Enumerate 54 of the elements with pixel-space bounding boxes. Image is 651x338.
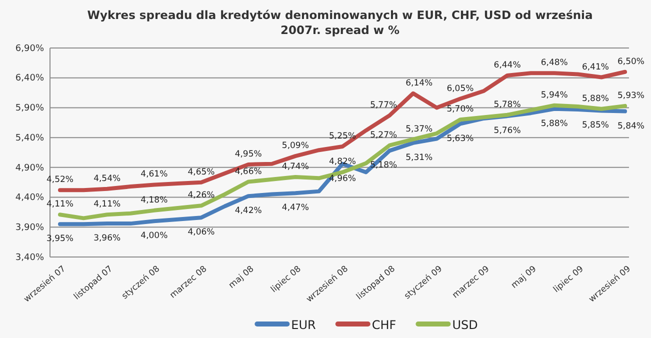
data-label: 5,84% xyxy=(617,121,645,132)
data-label: 5,88% xyxy=(540,118,568,129)
data-label: 5,31% xyxy=(406,152,433,163)
y-tick-label: 4,90% xyxy=(15,163,44,174)
y-tick-label: 4,40% xyxy=(15,193,44,204)
x-tick-label: maj 08 xyxy=(227,264,256,291)
legend-label: USD xyxy=(452,318,478,332)
data-label: 4,54% xyxy=(94,174,121,184)
data-label: 4,06% xyxy=(188,228,215,238)
data-label: 4,00% xyxy=(140,231,168,242)
data-label: 3,96% xyxy=(94,234,121,244)
data-label: 5,25% xyxy=(328,132,356,142)
x-tick-label: maj 09 xyxy=(510,264,539,291)
data-label: 4,47% xyxy=(282,203,309,214)
data-label: 5,93% xyxy=(617,90,645,101)
data-label: 4,95% xyxy=(234,149,262,160)
data-label: 4,26% xyxy=(188,190,215,201)
y-tick-label: 3,90% xyxy=(15,223,44,234)
data-label: 5,88% xyxy=(582,94,609,104)
data-label: 4,74% xyxy=(282,162,309,172)
legend-label: CHF xyxy=(372,318,396,332)
data-label: 5,94% xyxy=(540,90,568,100)
data-label: 5,85% xyxy=(582,120,609,131)
data-label: 5,78% xyxy=(494,100,521,110)
data-label: 6,14% xyxy=(406,78,433,88)
legend-label: EUR xyxy=(291,318,316,332)
data-label: 4,11% xyxy=(46,200,74,210)
chart-title: Wykres spreadu dla kredytów denominowanych w EUR, CHF, USD od września 2007r. spread w % xyxy=(87,8,593,37)
data-label: 5,09% xyxy=(282,141,309,152)
data-label: 4,82% xyxy=(328,157,356,168)
data-label: 4,52% xyxy=(46,175,74,186)
data-label: 4,11% xyxy=(94,200,121,210)
data-label: 4,42% xyxy=(234,206,262,216)
data-label: 5,63% xyxy=(446,134,474,144)
data-label: 4,65% xyxy=(188,167,215,178)
data-label: 5,76% xyxy=(494,126,521,136)
data-label: 5,37% xyxy=(406,124,433,134)
y-tick-label: 6,40% xyxy=(15,74,44,84)
data-label: 6,05% xyxy=(446,84,474,94)
y-tick-label: 3,40% xyxy=(15,252,44,263)
data-label: 6,44% xyxy=(494,60,521,70)
data-label: 6,41% xyxy=(582,62,609,72)
data-label: 3,95% xyxy=(46,234,74,244)
y-tick-label: 6,90% xyxy=(15,44,44,54)
data-label: 5,70% xyxy=(446,104,474,115)
data-label: 5,27% xyxy=(370,130,398,140)
data-label: 4,66% xyxy=(234,166,262,177)
data-label: 4,18% xyxy=(140,195,168,206)
data-label: 6,48% xyxy=(540,58,568,68)
data-label: 6,50% xyxy=(617,56,645,67)
data-label: 5,77% xyxy=(370,100,398,110)
y-tick-label: 5,40% xyxy=(15,133,44,144)
data-label: 4,61% xyxy=(140,170,168,180)
y-tick-label: 5,90% xyxy=(15,104,44,114)
